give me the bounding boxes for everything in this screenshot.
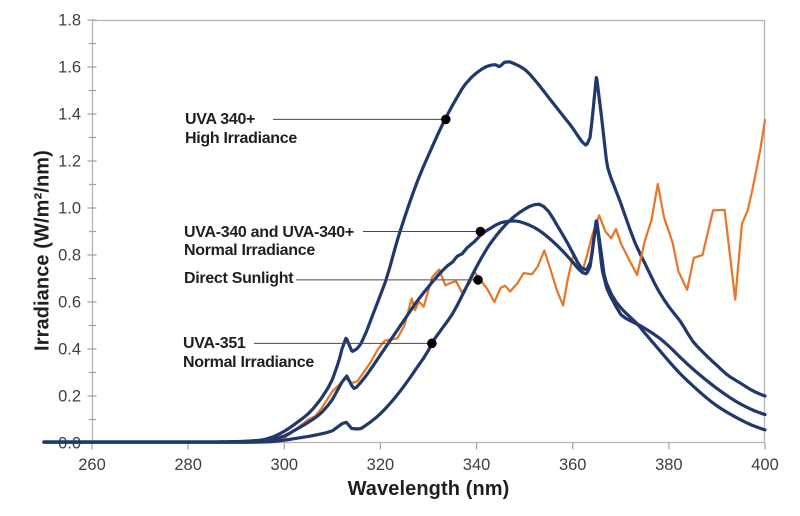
label-uva351-normal-irradiance: UVA-351 Normal Irradiance (183, 335, 314, 372)
y-axis-title: Irradiance (W/m²/nm) (31, 150, 54, 351)
x-tick-label: 300 (271, 456, 299, 474)
x-tick-label: 280 (174, 456, 202, 474)
label-uva340-normal-irradiance: UVA-340 and UVA-340+ Normal Irradiance (184, 224, 354, 261)
callout-dot (427, 338, 437, 349)
x-tick-label: 360 (559, 456, 587, 474)
y-tick-label: 1.8 (58, 12, 81, 30)
series-direct-sunlight (271, 118, 767, 444)
callout-dot (473, 275, 483, 285)
y-tick-label: 1.2 (58, 153, 81, 171)
label-uva340plus-high-irradiance: UVA 340+ High Irradiance (185, 111, 297, 148)
label-line: High Irradiance (185, 129, 297, 147)
callout-dot (475, 226, 486, 237)
x-tick-label: 340 (463, 456, 491, 474)
x-tick-label: 260 (78, 456, 106, 474)
annotation-callouts (254, 114, 486, 349)
label-line: Normal Irradiance (183, 353, 314, 371)
x-tick-label: 320 (367, 456, 395, 474)
y-tick-label: 0.4 (58, 341, 81, 359)
label-line: UVA 340+ (185, 111, 256, 129)
y-tick-label: 1.0 (58, 200, 81, 218)
callout-dot (441, 114, 451, 125)
data-series (42, 60, 767, 444)
x-axis-title: Wavelength (nm) (347, 478, 510, 500)
x-tick-label: 400 (751, 456, 779, 474)
x-tick-label: 380 (655, 456, 683, 474)
label-direct-sunlight: Direct Sunlight (184, 270, 294, 289)
series-uva-340-and-uva-340-normal-irradiance (42, 219, 767, 444)
y-tick-label: 0.2 (58, 388, 81, 406)
label-line: UVA-351 (183, 335, 246, 353)
label-line: Normal Irradiance (184, 242, 315, 259)
y-tick-label: 1.4 (58, 106, 81, 124)
y-tick-label: 1.6 (58, 59, 81, 77)
label-line: UVA-340 and UVA-340+ (184, 223, 354, 241)
y-tick-label: 0.8 (58, 247, 81, 265)
label-line: Direct Sunlight (184, 270, 294, 288)
y-tick-label: 0.6 (58, 294, 81, 312)
axis-ticks (87, 19, 766, 450)
